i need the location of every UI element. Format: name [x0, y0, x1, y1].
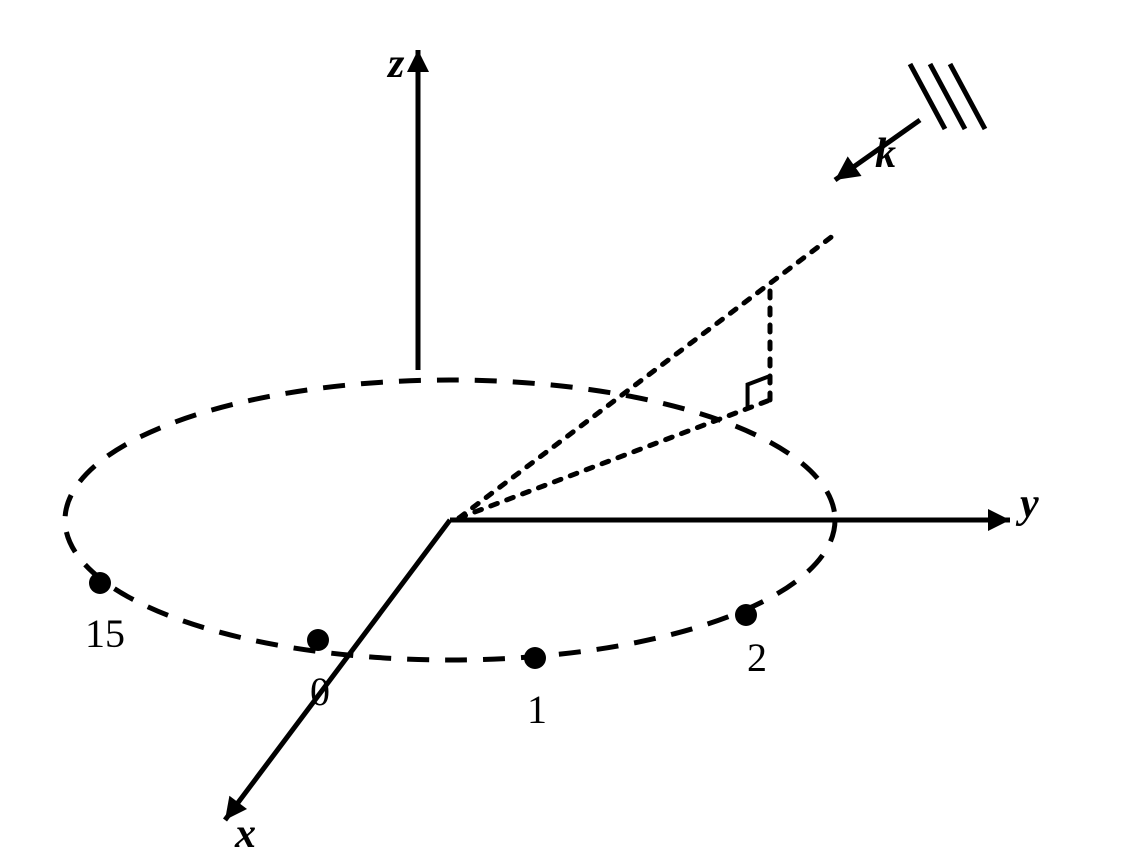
array-element-15 — [89, 572, 111, 594]
array-element-0 — [307, 629, 329, 651]
wavefront-hatch — [950, 64, 985, 129]
wave-vector-label: k — [875, 130, 896, 178]
wavefront-hatch — [910, 64, 945, 129]
x-axis-label: x — [235, 810, 256, 858]
projection-line — [459, 232, 838, 518]
y-axis-label: y — [1020, 480, 1039, 528]
wavefront-hatch — [930, 64, 965, 129]
x-axis — [225, 520, 450, 820]
coordinate-diagram — [0, 0, 1126, 863]
point-label-0: 0 — [310, 668, 330, 715]
array-element-2 — [735, 604, 757, 626]
point-label-1: 1 — [527, 686, 547, 733]
z-axis-label: z — [388, 40, 404, 88]
point-label-2: 2 — [747, 634, 767, 681]
projection-line — [459, 400, 770, 518]
array-element-1 — [524, 647, 546, 669]
point-label-15: 15 — [85, 610, 125, 657]
